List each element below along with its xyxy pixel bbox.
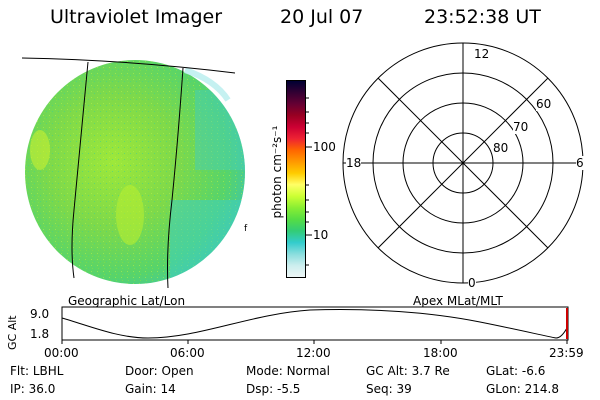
alt-ytick-low: 1.8 <box>30 327 50 341</box>
geographic-caption: Geographic Lat/Lon <box>68 294 186 308</box>
date-label: 20 Jul 07 <box>280 6 364 28</box>
info-glat: GLat: -6.6 <box>486 364 546 378</box>
alt-xtick-3: 18:00 <box>423 346 458 360</box>
info-gc-alt: GC Alt: 3.7 Re <box>366 364 450 378</box>
colorbar <box>286 80 306 278</box>
info-door: Door: Open <box>125 364 194 378</box>
alt-ylabel: GC Alt <box>6 315 19 350</box>
mlt-label-6: 6 <box>576 156 584 170</box>
mlat-label-70: 70 <box>513 120 529 134</box>
info-seq: Seq: 39 <box>366 382 412 396</box>
colorbar-tick-100: 100 <box>313 140 336 154</box>
alt-xtick-0: 00:00 <box>44 346 79 360</box>
info-mode: Mode: Normal <box>246 364 330 378</box>
alt-xtick-4: 23:59 <box>549 346 584 360</box>
colorbar-tick-10: 10 <box>313 228 329 242</box>
info-flt: Flt: LBHL <box>10 364 64 378</box>
time-label: 23:52:38 UT <box>424 6 541 28</box>
alt-ytick-high: 9.0 <box>30 307 50 321</box>
info-glon: GLon: 214.8 <box>486 382 559 396</box>
mlt-label-18: 18 <box>346 156 362 170</box>
mlt-label-0: 0 <box>468 276 476 290</box>
apex-caption: Apex MLat/MLT <box>413 294 503 308</box>
info-ip: IP: 36.0 <box>10 382 56 396</box>
info-gain: Gain: 14 <box>125 382 176 396</box>
mlt-label-12: 12 <box>474 47 490 61</box>
geographic-grid <box>21 57 236 289</box>
alt-xtick-2: 12:00 <box>296 346 331 360</box>
alt-xtick-1: 06:00 <box>170 346 205 360</box>
mlat-label-60: 60 <box>536 97 552 111</box>
mlat-label-80: 80 <box>493 141 509 155</box>
grid-marker: f <box>244 224 248 234</box>
info-dsp: Dsp: -5.5 <box>246 382 301 396</box>
app-title: Ultraviolet Imager <box>50 6 223 28</box>
